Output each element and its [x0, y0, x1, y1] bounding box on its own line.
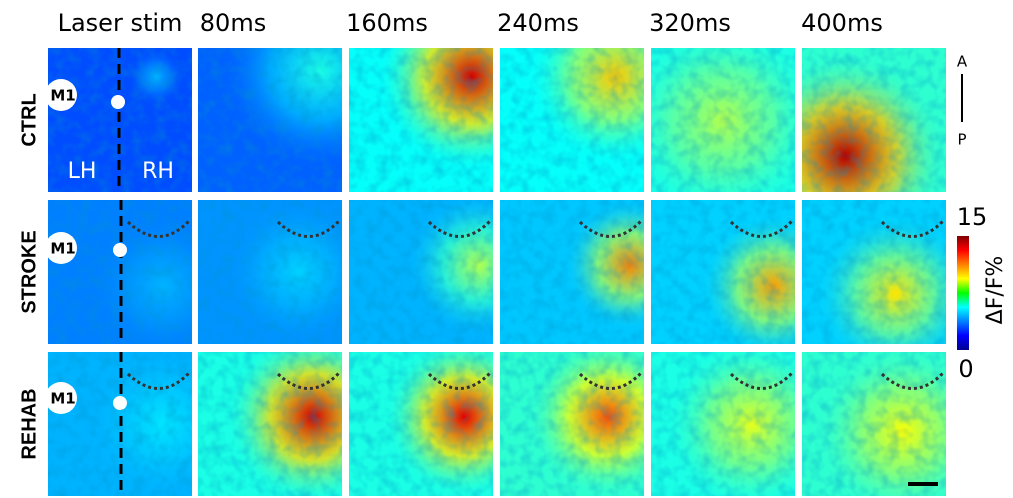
colorbar-label: ΔF/F% [983, 256, 1008, 325]
m1-label: M1 [50, 390, 75, 408]
orientation-label: A [957, 53, 968, 71]
image-grid [48, 48, 946, 496]
texture [802, 200, 946, 344]
orientation-label: P [957, 131, 966, 149]
colorbar-max: 15 [957, 203, 988, 231]
texture [198, 48, 342, 192]
texture [349, 48, 493, 192]
texture [651, 200, 795, 344]
texture [802, 352, 946, 496]
column-header: 160ms [346, 9, 428, 37]
column-header: Laser stim [58, 9, 183, 37]
column-header: 320ms [649, 9, 731, 37]
texture [500, 48, 644, 192]
texture [651, 48, 795, 192]
row-label: CTRL [18, 93, 40, 146]
figure: M1 M1 M1 Laser stim 80ms 160ms 240ms 320ms… [0, 0, 1013, 498]
row-label: REHAB [18, 388, 40, 459]
texture [198, 352, 342, 496]
texture [500, 200, 644, 344]
texture [651, 352, 795, 496]
texture [349, 200, 493, 344]
row-label: STROKE [18, 230, 40, 313]
column-header: 80ms [200, 9, 266, 37]
column-header: 400ms [801, 9, 883, 37]
stim-site [111, 95, 125, 109]
hemisphere-label: LH [68, 159, 97, 184]
stim-site [113, 396, 127, 410]
colorbar [957, 236, 969, 350]
texture [500, 352, 644, 496]
texture [802, 48, 946, 192]
texture [198, 200, 342, 344]
hemisphere-label: RH [142, 159, 174, 184]
colorbar-min: 0 [958, 355, 973, 383]
texture [349, 352, 493, 496]
m1-label: M1 [50, 240, 75, 258]
m1-label: M1 [50, 87, 75, 105]
column-header: 240ms [497, 9, 579, 37]
stim-site [113, 243, 127, 257]
